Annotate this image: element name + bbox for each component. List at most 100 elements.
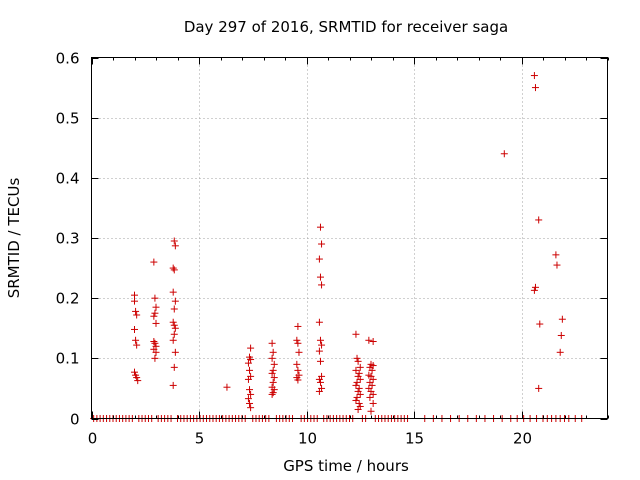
data-point xyxy=(170,330,178,338)
data-point xyxy=(170,321,178,329)
data-point xyxy=(269,389,277,397)
data-point xyxy=(171,297,179,305)
data-point xyxy=(169,336,177,344)
data-point xyxy=(150,312,158,320)
data-point xyxy=(552,251,560,259)
data-point xyxy=(131,291,138,299)
data-point xyxy=(247,390,255,398)
data-point xyxy=(170,363,178,371)
data-point xyxy=(367,407,375,415)
data-point xyxy=(500,150,508,158)
data-point xyxy=(535,216,543,224)
data-point xyxy=(170,266,178,274)
data-point xyxy=(294,376,302,384)
data-point xyxy=(170,237,178,245)
data-point xyxy=(366,393,374,401)
data-point xyxy=(369,362,377,370)
data-point xyxy=(246,366,254,374)
data-point xyxy=(295,348,303,356)
data-point xyxy=(247,356,255,364)
data-point xyxy=(316,357,324,365)
data-point xyxy=(356,390,364,398)
data-point xyxy=(316,336,324,344)
data-point xyxy=(354,405,362,413)
data-point xyxy=(270,360,278,368)
data-point xyxy=(355,384,363,392)
data-point xyxy=(131,325,138,333)
data-point xyxy=(353,378,361,386)
x-tick-label: 15 xyxy=(405,430,424,448)
data-point xyxy=(352,381,360,389)
data-point xyxy=(530,72,538,80)
data-point xyxy=(365,336,373,344)
y-tick-label: 0.2 xyxy=(56,290,80,308)
y-tick-label: 0 xyxy=(70,411,80,429)
data-point xyxy=(152,319,160,327)
x-tick-label: 10 xyxy=(298,430,317,448)
data-point xyxy=(318,281,326,289)
data-point xyxy=(171,324,179,332)
data-point xyxy=(269,366,277,374)
data-point xyxy=(152,348,160,356)
data-point xyxy=(133,341,141,349)
data-point xyxy=(151,339,159,347)
data-point xyxy=(315,387,323,395)
data-point xyxy=(536,320,544,328)
data-point xyxy=(556,348,564,356)
x-tick-label: 20 xyxy=(513,430,532,448)
data-point xyxy=(133,311,141,319)
data-point xyxy=(316,223,324,231)
x-tick-label: 5 xyxy=(195,430,205,448)
data-point xyxy=(354,357,362,365)
data-point xyxy=(294,366,302,374)
data-point xyxy=(352,396,360,404)
data-point xyxy=(246,399,254,407)
data-point xyxy=(318,341,326,349)
data-point xyxy=(294,322,302,330)
data-point xyxy=(530,286,538,294)
data-point xyxy=(268,339,276,347)
x-axis-label: GPS time / hours xyxy=(283,457,409,475)
data-point xyxy=(369,390,377,398)
data-point xyxy=(268,390,276,398)
data-point xyxy=(169,264,177,272)
x-tick-label: 0 xyxy=(88,430,98,448)
data-point xyxy=(368,366,376,374)
data-point xyxy=(244,359,252,367)
data-point xyxy=(553,261,561,269)
data-point xyxy=(268,369,276,377)
data-point xyxy=(531,84,539,92)
data-point xyxy=(315,347,323,355)
data-point xyxy=(293,336,301,344)
grid-lines xyxy=(91,57,608,419)
x-axis-tick-labels: 0 5 10 15 20 xyxy=(88,430,532,448)
data-point xyxy=(151,294,159,302)
chart-title: Day 297 of 2016, SRMTID for receiver sag… xyxy=(184,18,508,36)
data-point xyxy=(170,305,178,313)
data-point xyxy=(315,318,323,326)
data-point xyxy=(134,377,142,385)
data-point xyxy=(558,315,566,323)
data-point xyxy=(294,339,302,347)
data-point xyxy=(270,386,278,394)
y-tick-label: 0.1 xyxy=(56,350,80,368)
data-point xyxy=(244,375,252,383)
data-point xyxy=(355,399,363,407)
data-point xyxy=(318,240,326,248)
data-point xyxy=(171,242,179,250)
data-point xyxy=(316,273,324,281)
y-tick-label: 0.5 xyxy=(56,110,80,128)
data-point xyxy=(131,368,138,376)
data-points xyxy=(90,72,586,422)
data-point xyxy=(223,383,231,391)
data-point xyxy=(150,258,158,266)
y-tick-label: 0.4 xyxy=(56,170,80,188)
data-point xyxy=(315,255,323,263)
data-point xyxy=(132,336,140,344)
data-point xyxy=(270,374,278,382)
plot-frame xyxy=(91,57,608,419)
data-point xyxy=(356,363,364,371)
data-point xyxy=(369,399,377,407)
y-axis-tick-labels: 0 0.1 0.2 0.3 0.4 0.5 0.6 xyxy=(56,50,80,429)
